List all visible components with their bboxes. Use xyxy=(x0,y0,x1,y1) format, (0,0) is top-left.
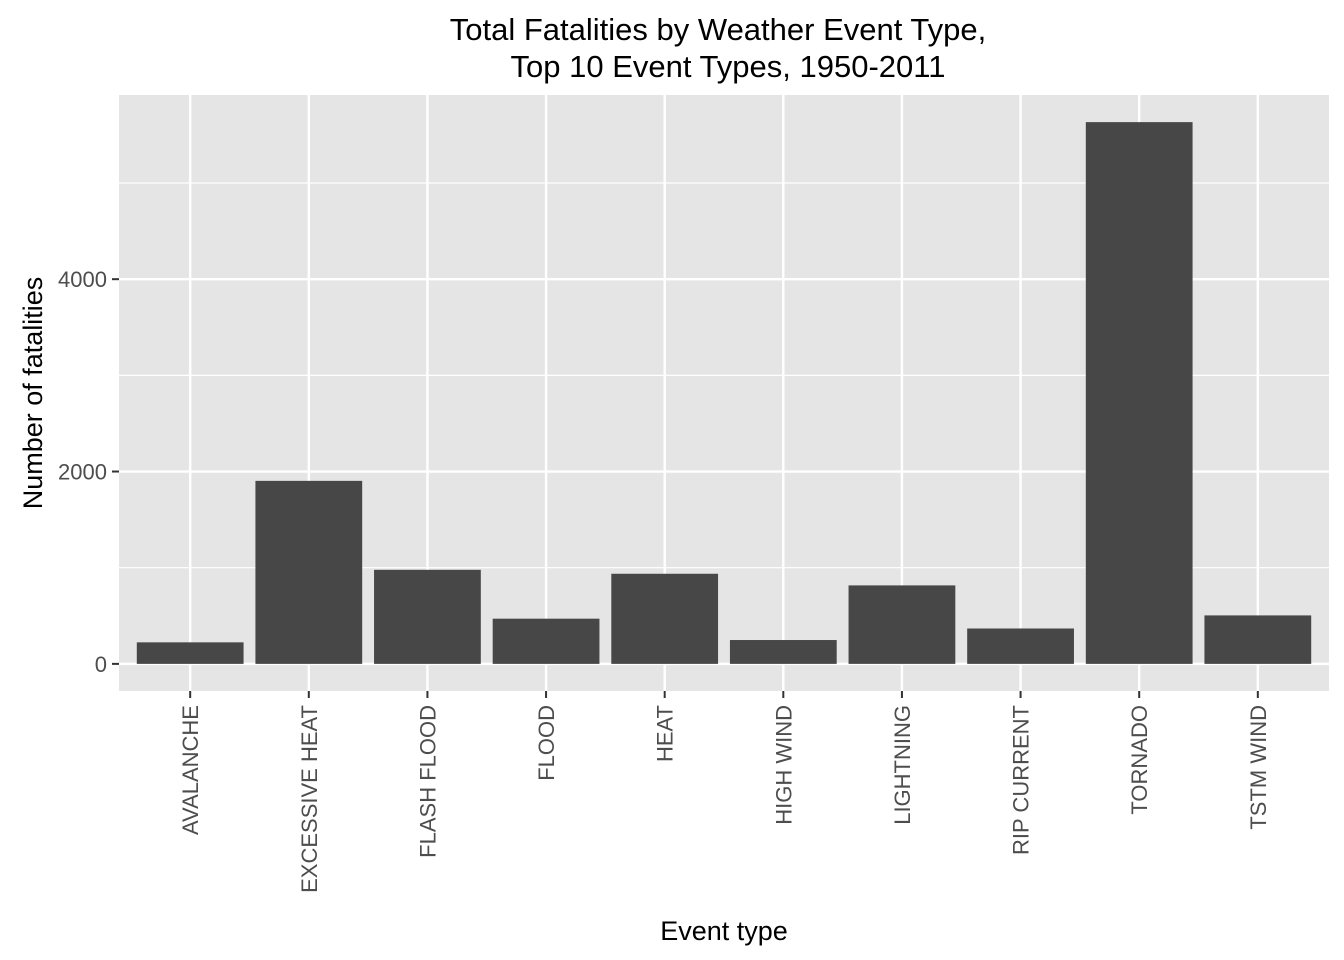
bar-tornado xyxy=(1085,122,1193,664)
x-tick-label: RIP CURRENT xyxy=(1009,705,1034,855)
bar-flood xyxy=(492,618,600,664)
x-tick-label: TSTM WIND xyxy=(1246,705,1271,830)
bar-heat xyxy=(611,573,719,664)
x-tick-label: LIGHTNING xyxy=(890,705,915,825)
y-tick-label: 0 xyxy=(95,652,107,677)
x-tick-label: TORNADO xyxy=(1127,705,1152,815)
x-tick-label: EXCESSIVE HEAT xyxy=(297,705,322,893)
bar-rip-current xyxy=(967,628,1074,664)
chart-title-line-1: Total Fatalities by Weather Event Type, xyxy=(450,12,986,47)
x-tick-label: HEAT xyxy=(653,705,678,762)
bars xyxy=(136,122,1312,664)
x-tick-label: AVALANCHE xyxy=(178,705,203,835)
x-tick-label: FLASH FLOOD xyxy=(415,705,440,858)
x-tick-label: FLOOD xyxy=(534,705,559,781)
x-tick-label: HIGH WIND xyxy=(771,705,796,825)
y-axis-title: Number of fatalities xyxy=(18,277,48,510)
y-tick-label: 2000 xyxy=(58,460,107,485)
bar-flash-flood xyxy=(374,569,481,664)
y-tick-label: 4000 xyxy=(58,267,107,292)
bar-excessive-heat xyxy=(255,480,363,664)
bar-avalanche xyxy=(136,642,244,664)
bar-lightning xyxy=(848,585,956,664)
chart-title-line-2: Top 10 Event Types, 1950-2011 xyxy=(511,49,946,84)
bar-tstm-wind xyxy=(1204,615,1312,664)
x-axis-title: Event type xyxy=(660,916,788,946)
axes: 0 2000 4000 AVALANCHE EXCESSIVE HEAT FLASH FL… xyxy=(58,267,1271,893)
bar-high-wind xyxy=(729,640,837,664)
